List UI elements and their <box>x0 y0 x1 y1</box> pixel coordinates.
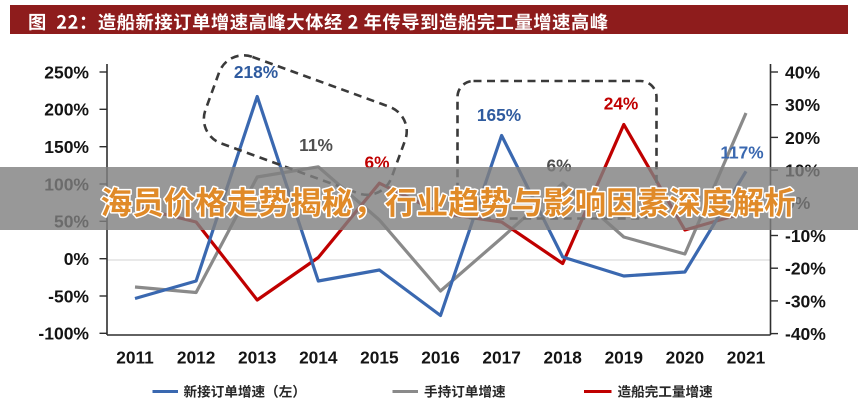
svg-text:-20%: -20% <box>785 259 826 279</box>
svg-text:40%: 40% <box>785 62 820 82</box>
svg-text:2017: 2017 <box>482 348 520 368</box>
svg-text:24%: 24% <box>604 94 639 114</box>
svg-text:117%: 117% <box>720 143 763 163</box>
svg-text:2020: 2020 <box>666 348 704 368</box>
svg-text:2019: 2019 <box>605 348 643 368</box>
svg-text:-50%: -50% <box>48 286 89 306</box>
svg-text:30%: 30% <box>785 95 820 115</box>
svg-text:150%: 150% <box>44 137 89 157</box>
svg-text:2011: 2011 <box>116 348 154 368</box>
svg-text:2016: 2016 <box>421 348 459 368</box>
svg-text:0%: 0% <box>64 249 90 269</box>
svg-text:-100%: -100% <box>38 324 89 344</box>
svg-text:165%: 165% <box>477 105 521 125</box>
svg-text:250%: 250% <box>44 62 89 82</box>
svg-text:11%: 11% <box>299 135 333 155</box>
svg-text:2014: 2014 <box>299 348 338 368</box>
svg-text:2018: 2018 <box>543 348 582 368</box>
svg-text:2012: 2012 <box>177 348 215 368</box>
svg-text:2015: 2015 <box>360 348 399 368</box>
svg-text:200%: 200% <box>44 100 89 120</box>
svg-text:218%: 218% <box>234 62 278 82</box>
svg-text:-40%: -40% <box>785 324 826 344</box>
svg-text:20%: 20% <box>785 128 820 148</box>
svg-text:2021: 2021 <box>727 348 766 368</box>
svg-text:2013: 2013 <box>238 348 276 368</box>
svg-text:-10%: -10% <box>785 226 826 246</box>
svg-text:-30%: -30% <box>785 291 826 311</box>
